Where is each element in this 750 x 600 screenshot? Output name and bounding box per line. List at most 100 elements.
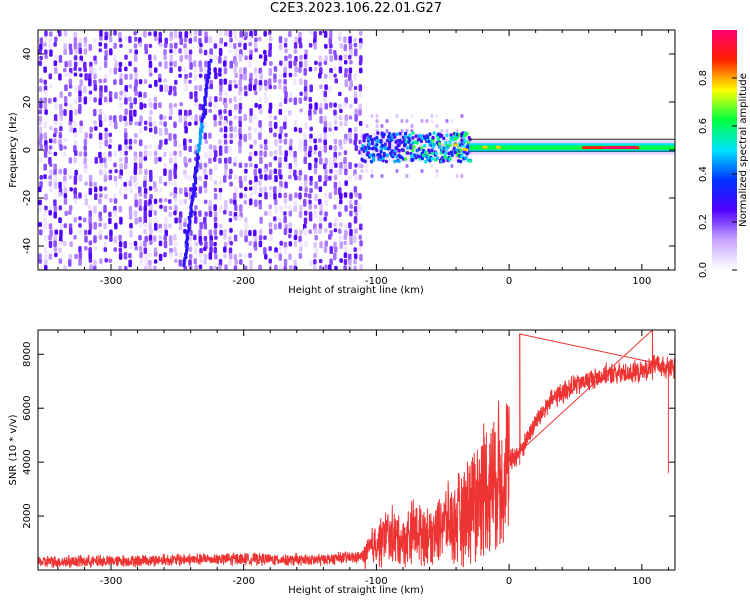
heatmap-cell [238, 120, 242, 128]
heatmap-cell [243, 133, 247, 142]
heatmap-cell [375, 124, 379, 128]
heatmap-cell [259, 186, 263, 194]
heatmap-cell [313, 109, 317, 115]
heatmap-cell [309, 84, 313, 93]
heatmap-cell [248, 54, 253, 60]
carrier-cell [408, 133, 412, 138]
heatmap-cell [39, 174, 43, 180]
heatmap-cell [283, 115, 288, 123]
heatmap-cell [228, 120, 233, 126]
heatmap-cell [318, 223, 323, 230]
heatmap-cell [158, 78, 162, 83]
heatmap-cell [248, 78, 253, 86]
heatmap-cell [129, 73, 133, 80]
heatmap-cell [298, 169, 303, 176]
heatmap-cell [203, 49, 208, 56]
x-tick-label: -300 [100, 276, 123, 287]
heatmap-cell [248, 198, 253, 206]
heatmap-cell [293, 240, 298, 247]
heatmap-cell [283, 216, 287, 224]
heatmap-cell [329, 246, 333, 255]
heatmap-cell [313, 150, 317, 155]
heatmap-cell [204, 139, 208, 144]
heatmap-cell [203, 216, 207, 225]
heatmap-cell [43, 42, 47, 47]
heatmap-cell [203, 222, 208, 230]
heatmap-cell [273, 78, 277, 83]
heatmap-cell [173, 48, 177, 55]
heatmap-cell [83, 151, 88, 157]
carrier-cell [435, 156, 439, 161]
heatmap-cell [223, 42, 228, 47]
heatmap-cell [328, 48, 333, 55]
heatmap-cell [324, 157, 328, 166]
heatmap-cell [313, 144, 318, 151]
heatmap-cell [164, 138, 168, 145]
heatmap-cell [133, 168, 138, 176]
heatmap-cell [229, 133, 233, 139]
heatmap-cell [173, 198, 178, 207]
heatmap-cell [353, 235, 357, 243]
heatmap-cell [99, 193, 103, 198]
carrier-cell [388, 145, 392, 149]
heatmap-cell [43, 97, 48, 104]
heatmap-cell [129, 222, 133, 229]
heatmap-cell [148, 67, 152, 73]
heatmap-cell [348, 132, 352, 140]
heatmap-cell [178, 211, 183, 219]
heatmap-cell [288, 150, 292, 157]
heatmap-cell [344, 114, 348, 122]
heatmap-cell [353, 73, 358, 81]
heatmap-cell [48, 253, 53, 260]
heatmap-cell [189, 61, 193, 70]
heatmap-cell [169, 49, 173, 54]
carrier-cell [437, 142, 441, 146]
heatmap-cell [144, 169, 148, 176]
heatmap-cell [304, 192, 308, 198]
y-tick-label: 2000 [22, 503, 33, 528]
heatmap-cell [83, 67, 87, 73]
heatmap-cell [68, 121, 72, 126]
heatmap-cell [254, 163, 258, 169]
heatmap-cell [174, 42, 178, 49]
heatmap-cell [163, 235, 167, 241]
heatmap-cell [334, 246, 338, 253]
heatmap-cell [113, 79, 117, 85]
heatmap-cell [134, 199, 138, 208]
heatmap-cell [168, 205, 173, 211]
heatmap-cell [68, 72, 72, 78]
heatmap-cell [198, 73, 203, 78]
heatmap-cell [268, 174, 272, 181]
heatmap-cell [183, 115, 188, 123]
heatmap-cell [53, 205, 58, 213]
heatmap-cell [193, 60, 197, 68]
heatmap-cell [323, 90, 328, 98]
heatmap-cell [84, 246, 88, 251]
heatmap-cell [188, 264, 193, 270]
heatmap-cell [198, 175, 202, 182]
heatmap-cell [98, 108, 103, 115]
heatmap-cell [118, 144, 122, 152]
heatmap-cell [98, 66, 103, 71]
carrier-cell [419, 146, 423, 150]
carrier-cell [375, 136, 379, 140]
heatmap-cell [83, 48, 88, 55]
heatmap-cell [333, 109, 337, 116]
heatmap-cell [278, 168, 282, 176]
heatmap-cell [68, 259, 72, 267]
heatmap-cell [149, 204, 153, 213]
heatmap-cell [173, 210, 177, 216]
heatmap-cell [73, 66, 77, 72]
heatmap-cell [129, 229, 133, 238]
heatmap-cell [164, 198, 168, 203]
heatmap-cell [223, 204, 228, 213]
heatmap-cell [343, 156, 347, 165]
colorbar-tick-label: 0.8 [698, 70, 709, 86]
heatmap-cell [333, 252, 337, 261]
heatmap-cell [313, 42, 317, 50]
heatmap-cell [268, 228, 273, 235]
heatmap-cell [218, 180, 222, 185]
heatmap-cell [274, 252, 278, 259]
heatmap-cell [323, 30, 328, 38]
heatmap-cell [93, 235, 97, 244]
